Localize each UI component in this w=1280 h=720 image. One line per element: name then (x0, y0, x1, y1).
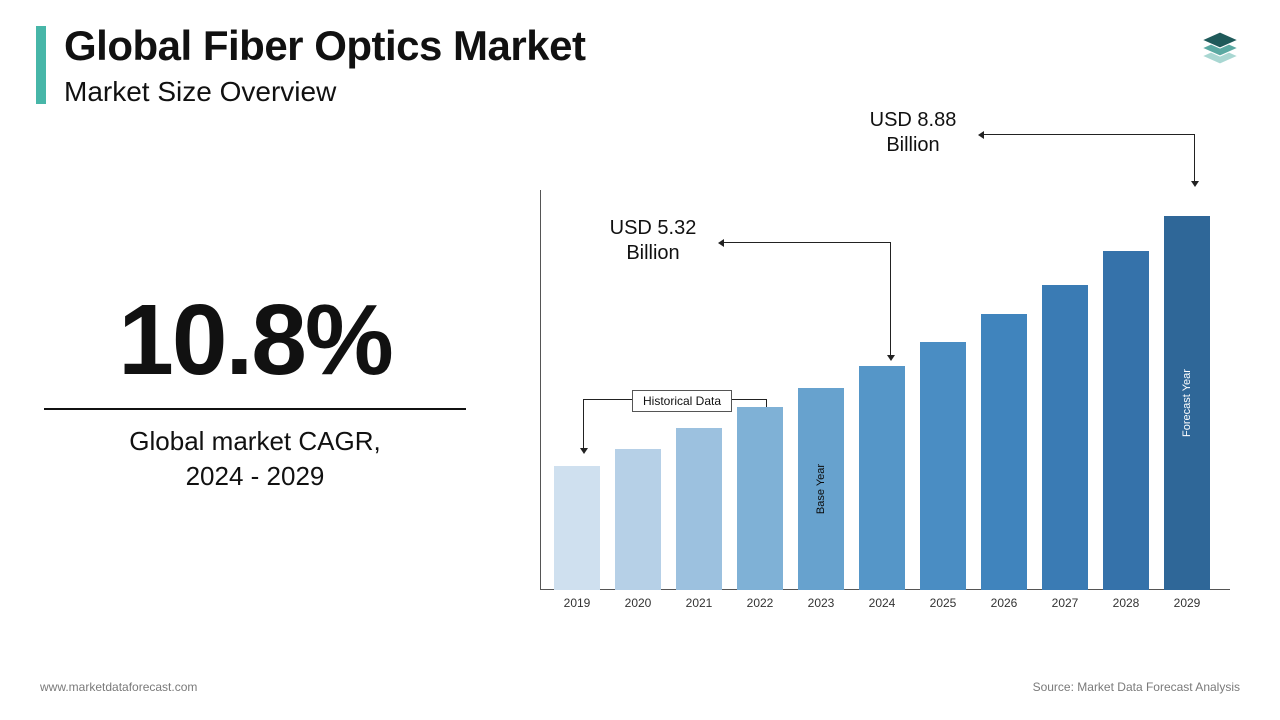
x-category: 2022 (730, 596, 790, 610)
bar-inline-label: Forecast Year (1181, 369, 1193, 437)
page-root: Global Fiber Optics Market Market Size O… (0, 0, 1280, 720)
cagr-description: Global market CAGR, 2024 - 2029 (40, 424, 470, 494)
x-category: 2028 (1096, 596, 1156, 610)
footer-url: www.marketdataforecast.com (40, 680, 197, 694)
page-title: Global Fiber Optics Market (64, 22, 585, 70)
callout-forecast: USD 8.88 Billion (848, 108, 978, 158)
bar (615, 449, 661, 590)
bar-fill (981, 314, 1027, 590)
bar-inline-label: Base Year (815, 464, 827, 514)
cagr-value: 10.8% (40, 290, 470, 390)
x-category: 2029 (1157, 596, 1217, 610)
x-category: 2026 (974, 596, 1034, 610)
callout-forecast-arrow-h (984, 134, 1194, 135)
callout-forecast-line1: USD 8.88 (870, 109, 957, 131)
footer-source: Source: Market Data Forecast Analysis (1033, 680, 1240, 694)
bar-fill (1103, 251, 1149, 590)
bar (920, 342, 966, 590)
bar-fill (920, 342, 966, 590)
bar (981, 314, 1027, 590)
y-axis (540, 190, 541, 590)
page-subtitle: Market Size Overview (64, 76, 336, 108)
x-category-labels: 2019202020212022202320242025202620272028… (554, 590, 1280, 610)
bar-fill (859, 366, 905, 590)
cagr-desc-line1: Global market CAGR, (129, 426, 380, 456)
bar (737, 407, 783, 590)
x-category: 2025 (913, 596, 973, 610)
title-accent-bar (36, 26, 46, 104)
bar (1042, 285, 1088, 590)
bar (1103, 251, 1149, 590)
x-category: 2024 (852, 596, 912, 610)
bar-fill (676, 428, 722, 590)
brand-logo-icon (1192, 22, 1248, 79)
bar (676, 428, 722, 590)
x-category: 2020 (608, 596, 668, 610)
bar: Base Year (798, 388, 844, 590)
x-category: 2019 (547, 596, 607, 610)
divider (44, 408, 466, 410)
cagr-stat-block: 10.8% Global market CAGR, 2024 - 2029 (40, 290, 470, 494)
bar-fill (737, 407, 783, 590)
bar-fill (615, 449, 661, 590)
callout-forecast-arrow-v (1194, 134, 1195, 182)
bar (859, 366, 905, 590)
x-category: 2021 (669, 596, 729, 610)
callout-forecast-line2: Billion (886, 134, 939, 156)
bar-fill (554, 466, 600, 590)
bar-chart: Base Year Forecast Year (540, 190, 1230, 590)
x-category: 2023 (791, 596, 851, 610)
cagr-desc-line2: 2024 - 2029 (186, 461, 325, 491)
bar (554, 466, 600, 590)
bar-fill (1042, 285, 1088, 590)
bar: Forecast Year (1164, 216, 1210, 590)
bars-container: Base Year Forecast Year (554, 190, 1230, 590)
x-category: 2027 (1035, 596, 1095, 610)
